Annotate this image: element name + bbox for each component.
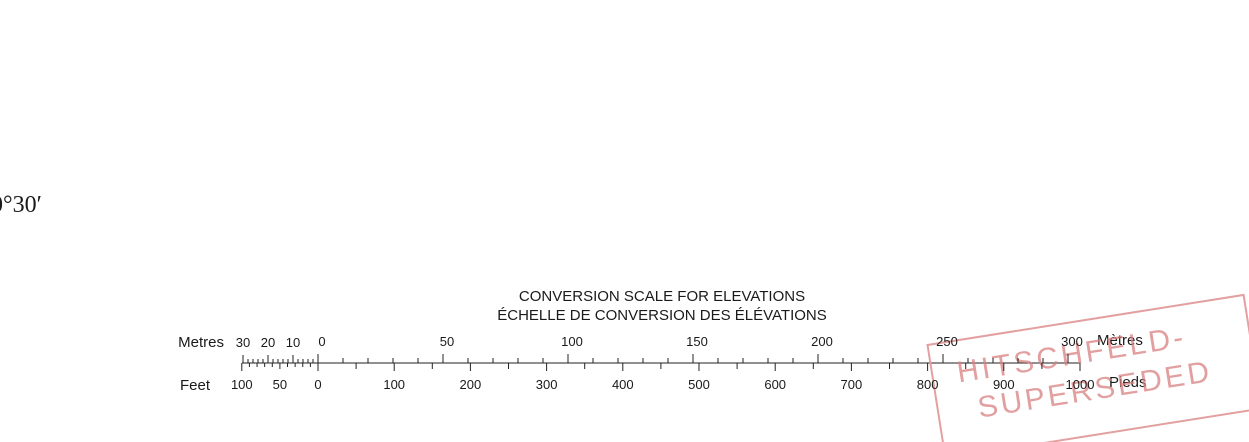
foot-label: 100 <box>231 377 253 392</box>
metre-label: 250 <box>936 334 958 349</box>
foot-label: 100 <box>383 377 405 392</box>
foot-label: 400 <box>612 377 634 392</box>
foot-label: 700 <box>841 377 863 392</box>
stamp-border <box>926 293 1249 442</box>
metre-label: 30 <box>236 335 250 350</box>
corner-label: 0°30′ <box>0 192 42 218</box>
foot-label: 900 <box>993 377 1015 392</box>
metre-label: 300 <box>1061 334 1083 349</box>
foot-label: 0 <box>314 377 321 392</box>
foot-label: 600 <box>764 377 786 392</box>
metre-label: 50 <box>440 334 454 349</box>
title: CONVERSION SCALE FOR ELEVATIONS <box>519 288 805 305</box>
feet-label: Feet <box>180 377 211 394</box>
foot-label: 500 <box>688 377 710 392</box>
metre-label: 200 <box>811 334 833 349</box>
foot-label: 800 <box>917 377 939 392</box>
metre-label: 150 <box>686 334 708 349</box>
metre-label: 10 <box>286 335 300 350</box>
metres-label: Metres <box>178 334 224 351</box>
metre-label: 20 <box>261 335 275 350</box>
feet-label-fr: Pieds <box>1109 374 1147 391</box>
metre-label: 0 <box>318 334 325 349</box>
metres-label-fr: Mètres <box>1097 332 1143 349</box>
foot-label: 1000 <box>1066 377 1095 392</box>
foot-label: 200 <box>460 377 482 392</box>
metre-label: 100 <box>561 334 583 349</box>
foot-label: 50 <box>273 377 287 392</box>
title-fr: ÉCHELLE DE CONVERSION DES ÉLÉVATIONS <box>497 307 827 324</box>
foot-label: 300 <box>536 377 558 392</box>
